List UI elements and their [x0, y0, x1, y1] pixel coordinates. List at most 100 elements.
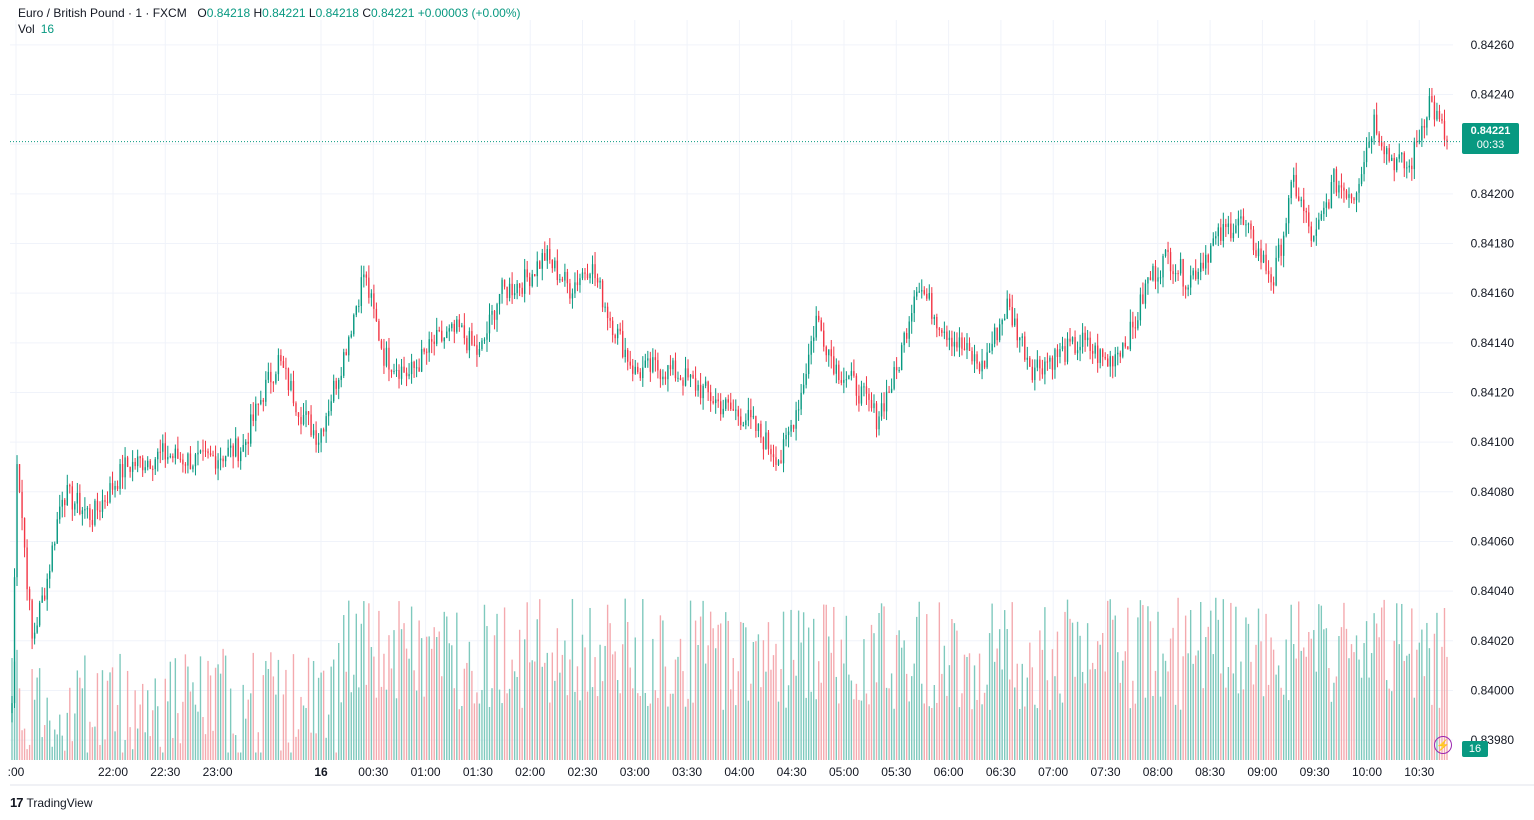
volume-bar	[840, 639, 843, 760]
volume-bar	[518, 629, 521, 760]
candle-body	[463, 325, 466, 339]
candle-body	[815, 315, 817, 338]
volume-bar	[187, 666, 189, 760]
volume-bar	[59, 714, 61, 760]
candle-body	[707, 381, 709, 393]
candle-body	[1079, 346, 1081, 351]
candle-body	[1192, 270, 1194, 276]
volume-bar	[433, 627, 435, 760]
candle-body	[1225, 224, 1227, 227]
candle-body	[644, 360, 646, 368]
volume-bar	[1403, 660, 1405, 760]
open-label: O	[197, 6, 207, 20]
volume-bar	[541, 666, 543, 760]
candle-body	[257, 403, 259, 405]
volume-bar	[403, 623, 405, 760]
symbol-title[interactable]: Euro / British Pound · 1 · FXCM	[18, 6, 187, 20]
volume-legend[interactable]: Vol 16	[18, 22, 54, 36]
candle-body	[1084, 332, 1086, 341]
candle-body	[18, 464, 21, 492]
candle-body	[737, 409, 739, 417]
volume-bar	[637, 693, 639, 760]
candle-body	[1350, 194, 1353, 199]
candle-body	[926, 293, 928, 299]
candle-body	[913, 296, 915, 314]
candle-body	[1016, 318, 1018, 341]
candle-body	[378, 321, 380, 341]
volume-bar	[1129, 708, 1132, 760]
volume-bar	[420, 638, 423, 760]
price-tick-label: 0.84140	[1471, 336, 1515, 350]
candle-body	[589, 274, 591, 279]
candle-body	[1086, 337, 1089, 341]
candle-body	[194, 454, 197, 467]
candle-body	[762, 437, 765, 450]
volume-bar	[1197, 650, 1199, 760]
volume-bar	[488, 706, 491, 760]
candle-body	[720, 401, 722, 415]
candle-body	[687, 368, 689, 378]
time-tick-label: 01:00	[411, 765, 441, 779]
candle-body	[868, 393, 870, 400]
volume-bar	[1194, 655, 1197, 760]
candle-body	[101, 500, 104, 512]
volume-bar	[586, 691, 589, 760]
volume-bar	[154, 678, 156, 760]
volume-bar	[770, 669, 772, 760]
volume-bar	[632, 688, 634, 760]
candle-body	[423, 349, 425, 352]
candle-body	[627, 349, 629, 362]
volume-bar	[1260, 641, 1262, 760]
candle-body	[41, 595, 43, 603]
candle-body	[714, 399, 717, 404]
volume-bar	[833, 606, 835, 760]
volume-bar	[1443, 607, 1446, 760]
candle-body	[317, 442, 320, 445]
candle-body	[918, 291, 920, 293]
tradingview-logo-icon: 17	[10, 795, 24, 810]
volume-bar	[1182, 656, 1184, 760]
candle-body	[315, 430, 317, 445]
candle-body	[571, 293, 574, 299]
candle-body	[141, 458, 144, 471]
candle-body	[1421, 125, 1423, 141]
volume-bar	[227, 752, 229, 760]
volume-bar	[961, 693, 963, 760]
volume-bar	[1287, 700, 1290, 760]
lightning-icon[interactable]: ⚡	[1434, 736, 1452, 754]
volume-bar	[320, 672, 322, 760]
volume-bar	[951, 619, 953, 760]
volume-bar	[453, 688, 456, 760]
volume-bar	[1365, 621, 1368, 760]
candle-body	[292, 380, 295, 404]
volume-bar	[762, 640, 765, 760]
volume-bar	[787, 685, 790, 760]
volume-bar	[895, 635, 898, 760]
candle-body	[938, 328, 941, 330]
candle-body	[1102, 349, 1104, 357]
candle-body	[1066, 338, 1069, 362]
volume-bar	[1315, 671, 1318, 760]
volume-bar	[1014, 687, 1016, 760]
volume-bar	[1345, 628, 1348, 760]
candle-body	[1355, 192, 1358, 201]
volume-bar	[91, 727, 94, 760]
candle-body	[679, 377, 682, 381]
candle-body	[936, 316, 938, 329]
candle-body	[1310, 226, 1312, 241]
volume-bar	[51, 746, 53, 760]
candle-body	[1142, 294, 1144, 304]
candle-body	[747, 409, 750, 421]
candle-body	[534, 274, 536, 277]
volume-bar	[943, 645, 946, 760]
candle-body	[94, 500, 96, 525]
candle-body	[84, 509, 86, 511]
volume-bar	[966, 656, 968, 760]
volume-bar	[109, 672, 111, 760]
volume-bar	[644, 692, 646, 760]
volume-bar	[383, 653, 385, 760]
tradingview-brand[interactable]: 17 TradingView	[10, 795, 93, 810]
volume-bar	[931, 707, 933, 760]
candle-body	[1187, 287, 1189, 290]
